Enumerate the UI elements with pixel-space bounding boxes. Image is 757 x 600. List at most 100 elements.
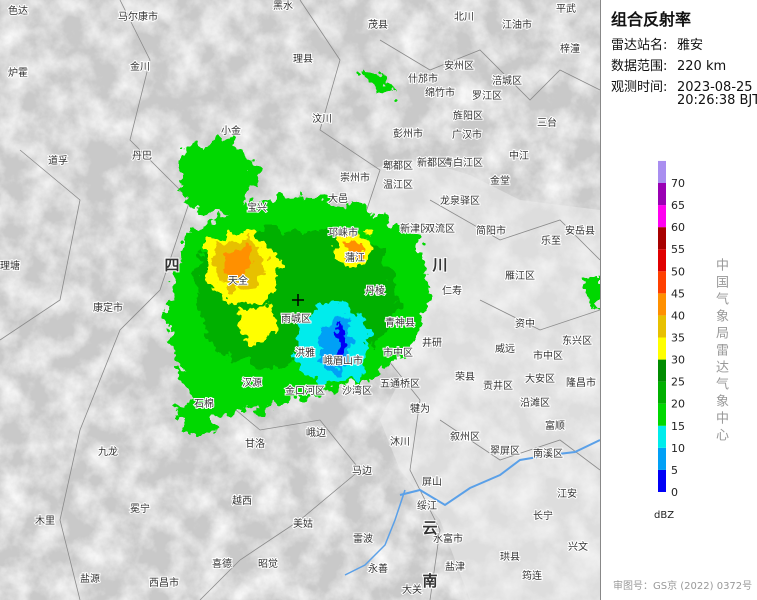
place-label: 金堂 — [490, 174, 510, 187]
legend-swatch — [658, 160, 666, 183]
place-label: 九龙 — [98, 445, 118, 458]
place-label: 长宁 — [533, 509, 553, 522]
place-label: 市中区 — [533, 349, 563, 362]
place-label: 五通桥区 — [380, 378, 420, 390]
legend-swatch — [658, 227, 666, 250]
place-label: 屏山 — [422, 476, 442, 488]
place-label: 理塘 — [0, 259, 20, 272]
legend-tick-label: 50 — [671, 265, 685, 278]
legend-tick-label: 25 — [671, 376, 685, 389]
place-label: 旌阳区 — [453, 109, 483, 122]
place-label: 马边 — [352, 465, 372, 477]
place-label: 色达 — [8, 4, 28, 17]
footer: 审图号：GS京 (2022) 0372号 — [613, 581, 753, 592]
legend-swatch — [658, 271, 666, 294]
place-label: 隆昌市 — [566, 376, 596, 389]
place-label: 威远 — [495, 342, 515, 355]
river — [344, 489, 406, 576]
region-label: 云 — [422, 519, 437, 537]
place-label: 珙县 — [500, 551, 520, 563]
place-label: 喜德 — [212, 557, 232, 570]
place-label: 乐至 — [541, 235, 561, 247]
legend-tick-label: 35 — [671, 332, 685, 345]
place-label: 雷波 — [353, 532, 373, 545]
info-label: 数据范围: — [611, 59, 668, 74]
info-label: 雷达站名: — [611, 38, 668, 53]
place-label: 昭觉 — [258, 558, 278, 570]
place-label: 简阳市 — [476, 224, 506, 237]
place-label: 温江区 — [383, 179, 413, 191]
place-label: 理县 — [293, 53, 313, 65]
place-label: 道孚 — [48, 154, 68, 167]
place-label: 翠屏区 — [490, 445, 520, 457]
legend-tick-label: 5 — [671, 464, 678, 477]
info-row: 观测时间: 2023-08-25 — [611, 76, 753, 95]
place-label: 三台 — [537, 116, 557, 129]
place-label: 平武 — [556, 2, 576, 15]
info-panel: 组合反射率 雷达站名: 雅安 数据范围: 220 km 观测时间: 2023-08-2… — [600, 0, 757, 600]
legend-swatch — [658, 337, 666, 360]
place-label: 叙州区 — [450, 430, 480, 443]
legend-swatch — [658, 359, 666, 382]
place-label: 蒲江 — [345, 251, 365, 264]
legend-swatch — [658, 403, 666, 426]
title: 组合反射率 — [611, 10, 692, 29]
place-label: 犍为 — [410, 403, 430, 415]
place-label: 双流区 — [425, 222, 455, 235]
place-label: 大关 — [402, 583, 422, 596]
place-label: 丹棱 — [365, 284, 385, 297]
place-label: 西昌市 — [149, 576, 179, 589]
place-label: 新都区 — [417, 156, 447, 169]
legend-tick-label: 20 — [671, 398, 685, 411]
place-label: 洪雅 — [295, 346, 315, 359]
legend-unit: dBZ — [654, 510, 674, 521]
legend-swatch — [658, 425, 666, 448]
place-label: 沐川 — [390, 435, 410, 448]
legend-swatch — [658, 249, 666, 272]
place-label: 小金 — [221, 124, 241, 137]
place-label: 金川 — [130, 60, 150, 73]
info-value: 雅安 — [677, 38, 704, 53]
legend-tick-label: 30 — [671, 354, 685, 367]
place-label: 龙泉驿区 — [440, 194, 480, 207]
place-label: 中江 — [509, 149, 529, 162]
place-label: 金口河区 — [285, 384, 325, 397]
info-label: 观测时间: — [611, 80, 668, 95]
legend-tick-label: 45 — [671, 287, 685, 300]
place-label: 甘洛 — [245, 437, 265, 450]
place-label: 广汉市 — [452, 128, 482, 141]
region-label: 四 — [164, 256, 179, 274]
place-label: 雨城区 — [281, 313, 311, 325]
place-label: 峨边 — [306, 427, 326, 439]
place-label: 井研 — [422, 336, 442, 349]
legend-swatch — [658, 205, 666, 228]
place-label: 梓潼 — [560, 42, 580, 55]
place-label: 贡井区 — [483, 379, 513, 392]
place-label: 崇州市 — [340, 171, 370, 184]
place-label: 邛崃市 — [328, 226, 358, 239]
legend-swatch — [658, 315, 666, 338]
place-label: 康定市 — [93, 301, 123, 314]
place-label: 炉霍 — [8, 67, 28, 79]
place-label: 安岳县 — [565, 224, 595, 237]
legend-tick-label: 15 — [671, 420, 685, 433]
place-label: 沙湾区 — [342, 384, 372, 397]
place-label: 冕宁 — [130, 502, 150, 515]
legend-swatch — [658, 469, 666, 492]
place-label: 黑水 — [273, 0, 293, 12]
region-label: 南 — [422, 572, 437, 590]
place-label: 南溪区 — [533, 447, 563, 460]
place-label: 罗江区 — [472, 90, 502, 102]
place-label: 石棉 — [194, 397, 214, 410]
legend-swatch — [658, 183, 666, 206]
legend-swatch — [658, 293, 666, 316]
agency: 中国气象局雷达气象中心 — [713, 258, 728, 445]
place-label: 美姑 — [293, 517, 313, 530]
place-label: 大安区 — [525, 372, 555, 385]
legend-swatch — [658, 447, 666, 470]
legend-tick-label: 10 — [671, 442, 685, 455]
place-label: 江油市 — [502, 18, 532, 31]
place-label: 东兴区 — [562, 334, 592, 347]
